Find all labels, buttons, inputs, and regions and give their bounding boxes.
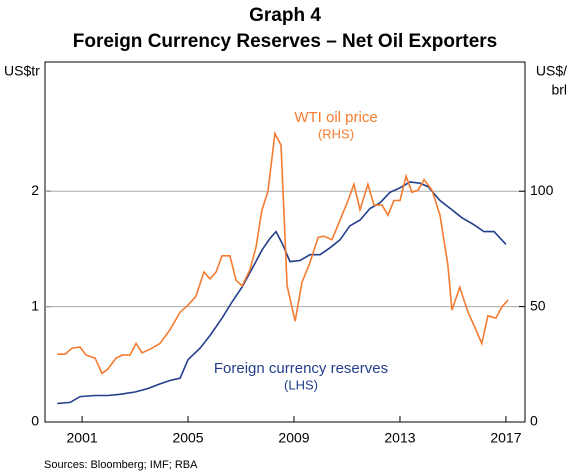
x-tick-label: 2013: [384, 430, 415, 446]
x-tick-label: 2017: [490, 430, 521, 446]
source-note: Sources: Bloomberg; IMF; RBA: [44, 459, 198, 471]
x-tick-label: 2005: [172, 430, 203, 446]
series-label: (RHS): [318, 126, 354, 141]
y-tick-label: 1: [31, 297, 39, 313]
chart-title: Graph 4: [249, 5, 321, 26]
y2-axis-label: brl: [551, 82, 567, 98]
y-axis-label: US$tr: [4, 63, 40, 79]
chart-subtitle: Foreign Currency Reserves – Net Oil Expo…: [73, 31, 498, 52]
x-tick-label: 2001: [67, 430, 98, 446]
y-tick-label: 2: [31, 182, 39, 198]
y2-tick-label: 50: [530, 297, 546, 313]
series-label: (LHS): [284, 377, 318, 392]
series-label: Foreign currency reserves: [214, 360, 388, 377]
plot-frame: [44, 61, 526, 423]
y-tick-label: 0: [31, 413, 39, 429]
y2-axis-label: US$/: [536, 63, 567, 79]
series-line: [57, 130, 509, 375]
x-tick-label: 2009: [278, 430, 309, 446]
series-label: WTI oil price: [294, 109, 377, 126]
y2-tick-label: 100: [530, 182, 554, 198]
y2-tick-label: 0: [530, 413, 538, 429]
